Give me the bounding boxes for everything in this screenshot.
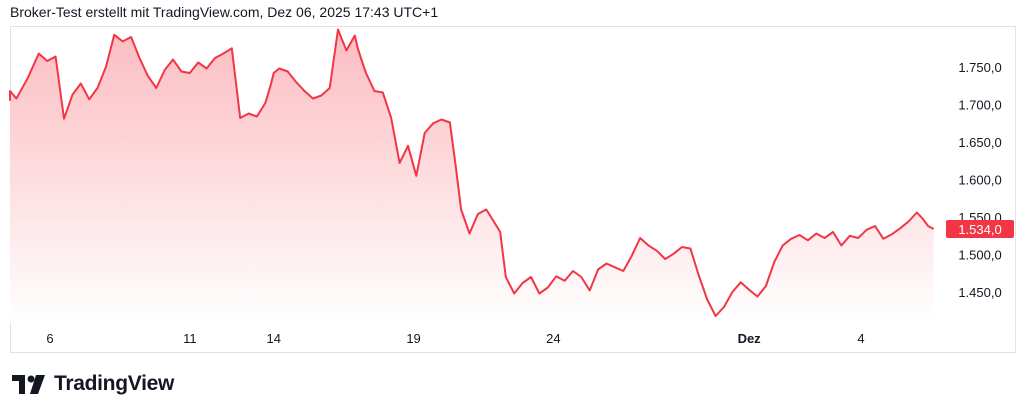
chart-caption: Broker-Test erstellt mit TradingView.com… (10, 4, 439, 20)
x-axis-tick-label: Dez (738, 331, 762, 346)
y-axis-tick-label: 1.700,0 (958, 98, 1001, 113)
y-axis-tick-label: 1.450,0 (958, 285, 1001, 300)
y-axis-tick-label: 1.650,0 (958, 135, 1001, 150)
y-axis-tick-label: 1.500,0 (958, 248, 1001, 263)
tradingview-logo[interactable]: TradingView (12, 372, 174, 396)
y-axis-tick-label: 1.600,0 (958, 173, 1001, 188)
x-axis-tick-label: 19 (406, 331, 420, 346)
last-price-label: 1.534,0 (958, 222, 1001, 237)
x-axis-tick-label: 6 (46, 331, 53, 346)
price-area-fill (10, 29, 934, 322)
tradingview-logo-icon (12, 375, 45, 394)
tradingview-wordmark: TradingView (54, 372, 175, 395)
x-axis-tick-label: 14 (266, 331, 280, 346)
y-axis-tick-label: 1.750,0 (958, 60, 1001, 75)
x-axis-tick-label: 11 (183, 331, 197, 346)
price-line[interactable] (9, 28, 935, 317)
last-price-badge (946, 220, 1014, 238)
x-axis-tick-label: 24 (546, 331, 560, 346)
x-axis-tick-label: 4 (857, 331, 864, 346)
